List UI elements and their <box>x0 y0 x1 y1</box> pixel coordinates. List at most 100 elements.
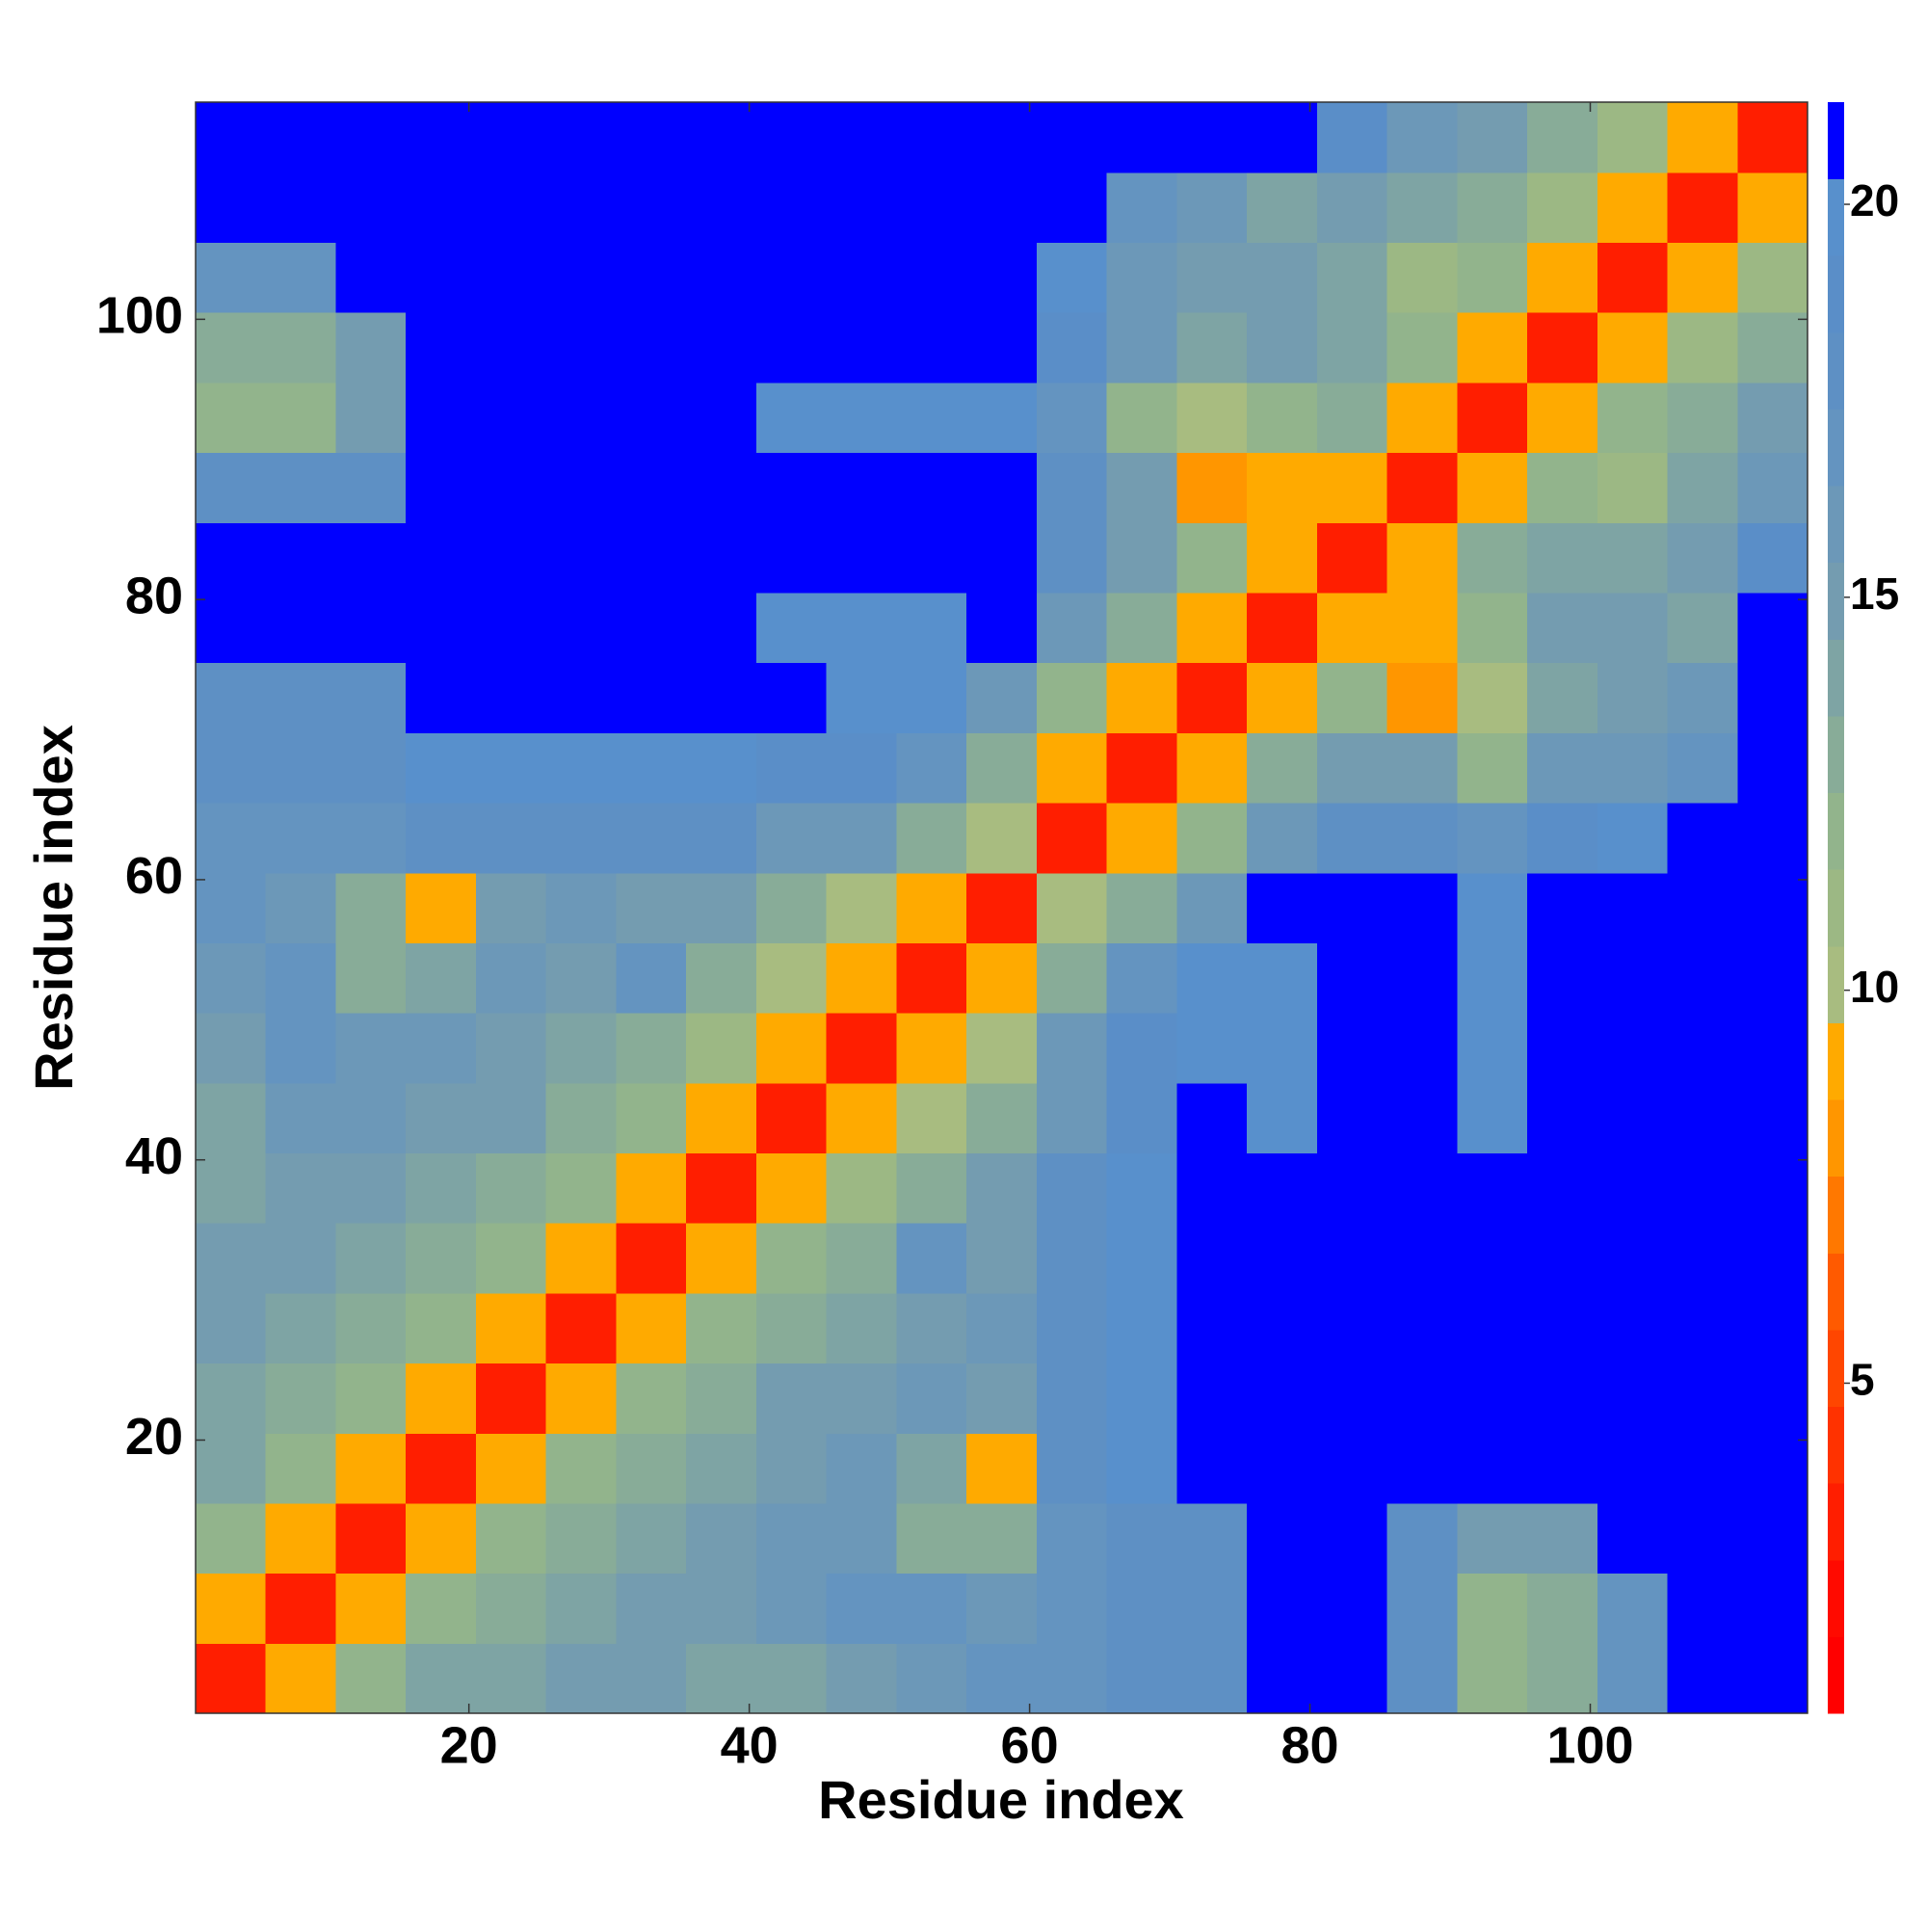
heatmap-cell <box>545 942 618 1014</box>
heatmap-cell <box>265 452 337 523</box>
heatmap-cell <box>755 592 828 664</box>
x-tick-label: 20 <box>440 1716 498 1774</box>
heatmap-cell <box>755 1082 828 1154</box>
heatmap-cell <box>1176 1013 1248 1084</box>
heatmap-cell <box>1737 802 1808 874</box>
heatmap-cell <box>1316 1433 1388 1504</box>
heatmap-cell <box>1527 102 1598 173</box>
heatmap-cell <box>1386 1223 1458 1294</box>
heatmap-cell <box>545 452 618 523</box>
heatmap-cell <box>196 382 267 454</box>
heatmap-cell <box>1527 662 1598 733</box>
colorbar-band <box>1828 1253 1844 1331</box>
y-tick-label: 40 <box>125 1127 183 1185</box>
x-tick-label: 80 <box>1281 1716 1339 1774</box>
heatmap-cell <box>1597 1152 1669 1224</box>
heatmap-cell <box>1667 592 1738 664</box>
heatmap-cell <box>406 1573 477 1644</box>
colorbar-band <box>1828 178 1844 256</box>
heatmap-cell <box>1036 382 1108 454</box>
heatmap-cell <box>406 452 477 523</box>
colorbar-band <box>1828 102 1844 180</box>
heatmap-cell <box>966 242 1038 313</box>
heatmap-cell <box>335 1223 407 1294</box>
heatmap-cell <box>1106 1082 1177 1154</box>
heatmap-cell <box>755 102 828 173</box>
heatmap-cell <box>616 1573 687 1644</box>
heatmap-cell <box>1106 1643 1177 1714</box>
heatmap-cell <box>1247 102 1318 173</box>
heatmap-cell <box>616 1363 687 1434</box>
heatmap-cell <box>1106 1433 1177 1504</box>
heatmap-cell <box>1247 382 1318 454</box>
heatmap-cell <box>616 872 687 943</box>
heatmap-cell <box>896 592 967 664</box>
heatmap-cell <box>475 1152 547 1224</box>
heatmap-cell <box>406 1433 477 1504</box>
colorbar-band <box>1828 945 1844 1023</box>
heatmap-cell <box>1176 802 1248 874</box>
heatmap-cell <box>1527 592 1598 664</box>
heatmap-cell <box>1247 522 1318 594</box>
heatmap-cell <box>1106 102 1177 173</box>
heatmap-cell <box>1106 452 1177 523</box>
heatmap-cell <box>1036 102 1108 173</box>
heatmap-cell <box>545 522 618 594</box>
heatmap-cell <box>1597 102 1669 173</box>
heatmap-cell <box>1527 452 1598 523</box>
heatmap-cell <box>265 312 337 384</box>
heatmap-cell <box>1457 1363 1528 1434</box>
heatmap-cell <box>406 1152 477 1224</box>
heatmap-cell <box>755 1292 828 1364</box>
heatmap-cell <box>1386 102 1458 173</box>
heatmap-cell <box>1667 1082 1738 1154</box>
heatmap-cell <box>196 1152 267 1224</box>
heatmap-cell <box>826 732 897 804</box>
heatmap-cell <box>1527 732 1598 804</box>
y-tick-label: 100 <box>96 287 183 345</box>
heatmap-cell <box>1176 1573 1248 1644</box>
heatmap-cell <box>1036 1433 1108 1504</box>
heatmap-cell <box>896 382 967 454</box>
heatmap-cell <box>1667 942 1738 1014</box>
heatmap-cell <box>545 1152 618 1224</box>
heatmap-cell <box>265 172 337 243</box>
heatmap-cell <box>406 1363 477 1434</box>
heatmap-cell <box>616 242 687 313</box>
heatmap-cell <box>1737 312 1808 384</box>
heatmap-cell <box>196 872 267 943</box>
heatmap-cell <box>1247 1013 1318 1084</box>
heatmap-cell <box>335 1152 407 1224</box>
heatmap-cell <box>896 1433 967 1504</box>
heatmap-cell <box>1176 662 1248 733</box>
heatmap-cell <box>1737 1292 1808 1364</box>
heatmap-cell <box>1457 942 1528 1014</box>
heatmap-cell <box>1316 1502 1388 1575</box>
heatmap-cell <box>755 662 828 733</box>
heatmap-cell <box>545 1433 618 1504</box>
heatmap-cell <box>1316 242 1388 313</box>
colorbar-band <box>1828 255 1844 333</box>
heatmap-cell <box>196 802 267 874</box>
heatmap-cell <box>1386 872 1458 943</box>
heatmap-cell <box>1106 522 1177 594</box>
heatmap-cell <box>616 1223 687 1294</box>
heatmap-cell <box>196 1082 267 1154</box>
heatmap-cell <box>196 592 267 664</box>
x-axis-label: Residue index <box>818 1769 1184 1830</box>
heatmap-cell <box>1106 942 1177 1014</box>
heatmap-cell <box>896 522 967 594</box>
heatmap-cell <box>1667 1433 1738 1504</box>
heatmap-cell <box>686 452 757 523</box>
heatmap-cell <box>1036 662 1108 733</box>
heatmap-cell <box>686 1082 757 1154</box>
heatmap-cell <box>1737 1082 1808 1154</box>
heatmap-cell <box>1106 242 1177 313</box>
heatmap-cell <box>196 942 267 1014</box>
heatmap-cell <box>826 872 897 943</box>
heatmap-cell <box>1036 1643 1108 1714</box>
heatmap-cell <box>265 1082 337 1154</box>
heatmap-cell <box>335 242 407 313</box>
heatmap-cell <box>966 1292 1038 1364</box>
heatmap-cell <box>1386 522 1458 594</box>
